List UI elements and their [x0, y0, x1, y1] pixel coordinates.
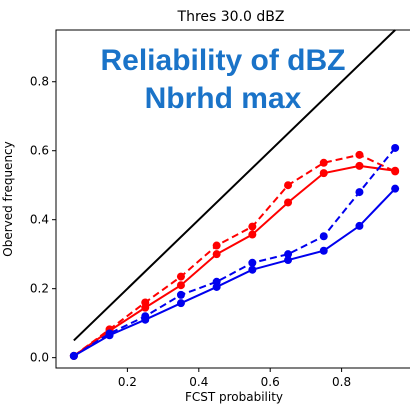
series-point — [284, 250, 293, 259]
x-tick-label: 0.8 — [332, 375, 351, 389]
tick-layer: 0.2 0.4 0.6 0.8 0.0 0.2 0.4 0.6 0.8 — [30, 75, 351, 389]
series-point — [248, 265, 257, 274]
series-point — [319, 232, 328, 241]
series-line — [73, 153, 396, 357]
series-point — [69, 351, 78, 360]
series-point — [212, 250, 221, 259]
series-point — [176, 272, 185, 281]
series-point — [355, 188, 364, 197]
annotation-line-1: Reliability of dBZ — [100, 44, 345, 77]
x-tick-label: 0.2 — [118, 375, 137, 389]
x-tick-label: 0.4 — [189, 375, 208, 389]
series-point — [141, 315, 150, 324]
series-point — [391, 184, 400, 193]
series-line — [73, 187, 396, 357]
annotation-line-2: Nbrhd max — [145, 82, 302, 115]
series-point — [391, 166, 400, 175]
series-point — [355, 150, 364, 159]
series-line — [73, 164, 396, 357]
series-2 — [69, 143, 400, 360]
series-point — [319, 169, 328, 178]
x-tick-label: 0.6 — [261, 375, 280, 389]
series-point — [248, 258, 257, 267]
y-tick-label: 0.4 — [30, 213, 49, 227]
series-point — [176, 281, 185, 290]
series-line — [73, 147, 396, 357]
series-point — [284, 181, 293, 190]
series-point — [212, 282, 221, 291]
series-point — [284, 256, 293, 265]
series-point — [355, 161, 364, 170]
series-layer — [69, 143, 400, 360]
y-tick-label: 0.0 — [30, 351, 49, 365]
series-point — [176, 290, 185, 299]
y-tick-label: 0.2 — [30, 282, 49, 296]
series-point — [105, 331, 114, 340]
series-point — [141, 303, 150, 312]
series-point — [248, 222, 257, 231]
reference-layer — [73, 29, 396, 342]
series-point — [284, 198, 293, 207]
series-point — [319, 246, 328, 255]
y-axis-title: Oberved frequency — [1, 141, 15, 256]
series-0 — [69, 150, 400, 360]
series-3 — [69, 184, 400, 360]
series-point — [212, 241, 221, 250]
plot-frame — [55, 29, 410, 369]
series-point — [391, 143, 400, 152]
series-point — [355, 221, 364, 230]
chart-title: Thres 30.0 dBZ — [177, 9, 285, 25]
x-axis-title: FCST probability — [185, 390, 283, 404]
series-point — [248, 230, 257, 239]
y-tick-label: 0.6 — [30, 144, 49, 158]
perfect-reliability-line — [73, 29, 396, 342]
series-point — [319, 158, 328, 167]
series-point — [176, 299, 185, 308]
y-tick-label: 0.8 — [30, 75, 49, 89]
